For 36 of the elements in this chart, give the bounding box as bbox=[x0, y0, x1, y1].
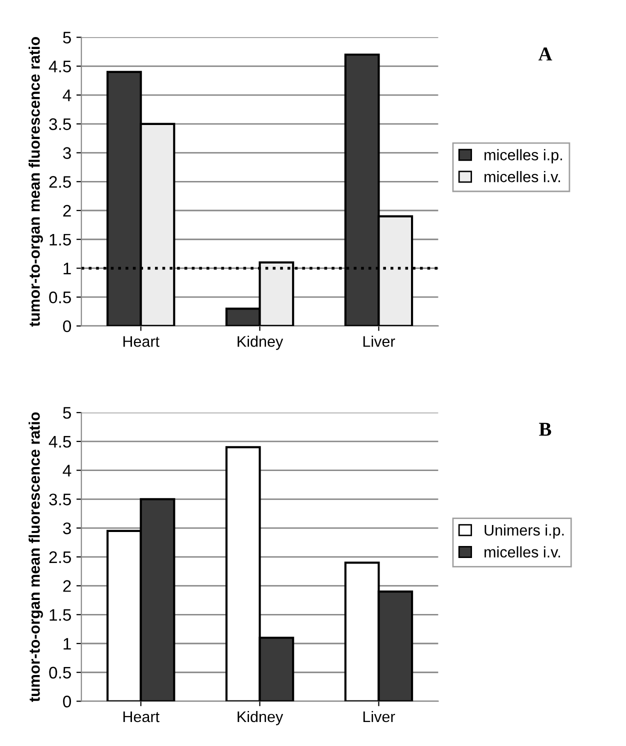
y-tick-label: 0 bbox=[63, 320, 72, 332]
y-tick-label: 0 bbox=[63, 696, 72, 708]
y-tick-label: 0.5 bbox=[49, 292, 71, 304]
y-tick-label: 3.5 bbox=[49, 494, 71, 506]
y-tick-label: 1 bbox=[64, 638, 71, 650]
y-axis-title: tumor-to-organ mean fluorescence ratio bbox=[28, 412, 43, 702]
y-tick-label: 4 bbox=[62, 464, 72, 476]
y-tick-label: 2 bbox=[63, 204, 71, 217]
y-tick-label: 2 bbox=[63, 580, 71, 592]
text: A bbox=[538, 48, 552, 60]
x-tick-label: Kidney bbox=[238, 336, 284, 350]
x-tick-label: Heart bbox=[123, 712, 160, 722]
legend-label: micelles i.v. bbox=[484, 546, 560, 558]
x-tick-label: Kidney bbox=[238, 710, 284, 726]
y-tick-label: 4.5 bbox=[48, 60, 71, 72]
y-tick-label: 1 bbox=[64, 262, 71, 274]
y-tick-label: 2.5 bbox=[49, 176, 71, 188]
y-tick-label: 3.5 bbox=[49, 118, 71, 130]
y-tick-label: 0.5 bbox=[49, 666, 71, 679]
x-tick-label: Heart bbox=[123, 336, 160, 347]
x-tick-label: Liver bbox=[363, 710, 396, 722]
y-tick-label: 1.5 bbox=[50, 609, 71, 621]
text: B bbox=[539, 422, 552, 436]
legend-label: micelles i.v. bbox=[484, 171, 560, 182]
y-tick-label: 1.5 bbox=[50, 234, 71, 246]
x-tick-label: Liver bbox=[363, 336, 396, 347]
y-tick-label: 2.5 bbox=[49, 551, 71, 564]
y-tick-label: 4.5 bbox=[48, 436, 71, 448]
y-tick-label: 3 bbox=[63, 522, 71, 534]
legend-label: micelles i.p. bbox=[484, 149, 562, 164]
y-tick-label: 5 bbox=[63, 407, 71, 419]
y-tick-label: 5 bbox=[63, 32, 71, 44]
legend-label: Unimers i.p. bbox=[484, 524, 564, 539]
y-tick-label: 3 bbox=[63, 147, 71, 159]
y-axis-title: tumor-to-organ mean fluorescence ratio bbox=[28, 37, 43, 327]
y-tick-label: 4 bbox=[62, 90, 72, 102]
